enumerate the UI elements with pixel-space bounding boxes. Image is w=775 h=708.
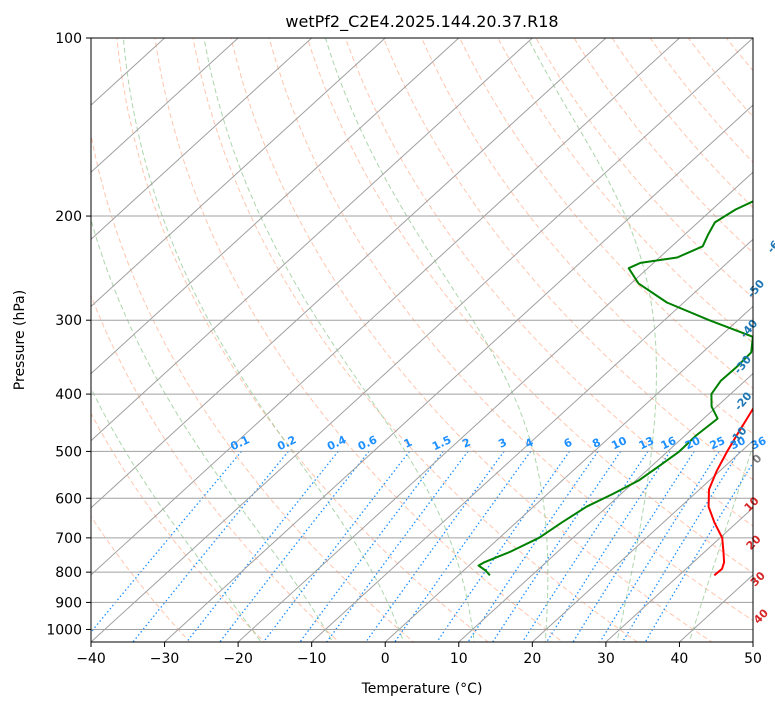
y-tick-label: 400 xyxy=(55,387,82,403)
moist-adiabat-line xyxy=(324,38,549,642)
dry-adiabat-line xyxy=(230,38,713,642)
mixing-ratio-label: 36 xyxy=(749,434,769,452)
isotherm-line xyxy=(91,38,239,173)
mixing-ratio-line xyxy=(436,451,571,642)
moist-adiabat-line xyxy=(688,444,753,642)
x-tick-label: 30 xyxy=(597,651,615,667)
moist-adiabat-label: -60 xyxy=(764,232,775,256)
y-tick-label: 800 xyxy=(55,565,82,581)
mixing-ratio-line xyxy=(545,451,671,642)
x-tick-label: 0 xyxy=(381,651,390,667)
dry-adiabat-line xyxy=(91,294,340,642)
isotherm-line xyxy=(91,38,753,642)
isotherm-line xyxy=(163,104,753,642)
y-axis-label: Pressure (hPa) xyxy=(12,290,28,390)
background-lines xyxy=(91,38,753,642)
y-tick-label: 700 xyxy=(55,531,82,547)
dry-adiabat-line xyxy=(91,515,191,642)
x-tick-label: 50 xyxy=(744,651,762,667)
x-axis: −40 −30 −20 −10 0 10 20 30 40 50 xyxy=(76,642,762,667)
moist-adiabat-line xyxy=(122,38,405,642)
y-tick-label: 500 xyxy=(55,444,82,460)
y-tick-label: 100 xyxy=(55,31,82,47)
y-tick-label: 1000 xyxy=(46,622,82,638)
isotherm-line xyxy=(91,38,386,308)
mixing-ratio-line xyxy=(572,451,695,642)
dry-adiabat-line xyxy=(344,38,753,527)
isotherm-line xyxy=(310,238,753,642)
mixing-ratio-label: 13 xyxy=(637,434,656,452)
isotherm-line xyxy=(91,38,460,375)
moist-adiabat-line xyxy=(527,38,657,642)
isotherm-line xyxy=(605,507,753,642)
x-tick-label: −20 xyxy=(223,651,253,667)
isotherm-line xyxy=(91,38,534,442)
x-tick-label: 40 xyxy=(671,651,689,667)
dry-adiabat-line xyxy=(421,38,753,435)
dry-adiabat-line xyxy=(611,38,753,209)
isotherm-line xyxy=(531,439,753,642)
mixing-ratio-line xyxy=(218,450,370,642)
plot-frame xyxy=(90,37,754,643)
dry-adiabat-line xyxy=(192,38,639,642)
chart-title: wetPf2_C2E4.2025.144.20.37.R18 xyxy=(285,12,558,32)
x-tick-label: 10 xyxy=(450,651,468,667)
dry-adiabat-line xyxy=(573,38,753,254)
mixing-ratio-line xyxy=(521,451,649,642)
mixing-ratio-label: 16 xyxy=(659,434,679,452)
y-axis: 100 200 300 400 500 600 700 800 900 1000 xyxy=(46,31,91,638)
x-tick-label: −30 xyxy=(150,651,180,667)
mixing-ratio-label: 20 xyxy=(683,434,703,452)
gridlines xyxy=(91,38,753,642)
x-axis-label: Temperature (°C) xyxy=(361,681,483,697)
mixing-ratio-label: 30 xyxy=(728,434,748,452)
isotherm-line xyxy=(91,38,313,241)
mixing-ratio-line xyxy=(644,461,753,642)
temperature-profile xyxy=(707,406,753,577)
mixing-ratio-line xyxy=(91,450,242,634)
isotherm-line xyxy=(384,305,753,642)
dry-adiabat-line xyxy=(116,38,489,642)
mixing-ratio-line xyxy=(262,450,411,642)
y-tick-label: 300 xyxy=(55,313,82,329)
dry-adiabat-line xyxy=(383,38,753,481)
moist-adiabat-line xyxy=(91,387,262,642)
y-tick-label: 900 xyxy=(55,595,82,611)
dry-adiabat-line xyxy=(154,38,564,642)
mixing-ratio-line xyxy=(491,451,622,642)
dry-adiabat-line xyxy=(268,38,753,622)
isotherm-line xyxy=(458,372,753,642)
mixing-ratio-line xyxy=(599,451,720,642)
dry-adiabat-line xyxy=(91,412,266,642)
dry-adiabat-line xyxy=(306,38,753,574)
x-tick-label: −40 xyxy=(76,651,106,667)
mixing-ratio-line xyxy=(365,451,505,642)
mixing-ratio-label: 10 xyxy=(609,434,629,452)
y-tick-label: 200 xyxy=(55,209,82,225)
x-tick-label: 20 xyxy=(523,651,541,667)
dry-adiabat-line xyxy=(459,38,753,389)
mixing-ratio-label: 25 xyxy=(708,434,727,452)
isotherm-line xyxy=(91,38,607,509)
moist-adiabat-line xyxy=(203,38,475,642)
isotherm-line xyxy=(91,38,681,576)
isotherm-line xyxy=(237,171,753,642)
y-tick-label: 600 xyxy=(55,491,82,507)
x-tick-label: −10 xyxy=(297,651,327,667)
dry-adiabat-line xyxy=(497,38,753,344)
mixing-ratio-line xyxy=(393,451,532,642)
